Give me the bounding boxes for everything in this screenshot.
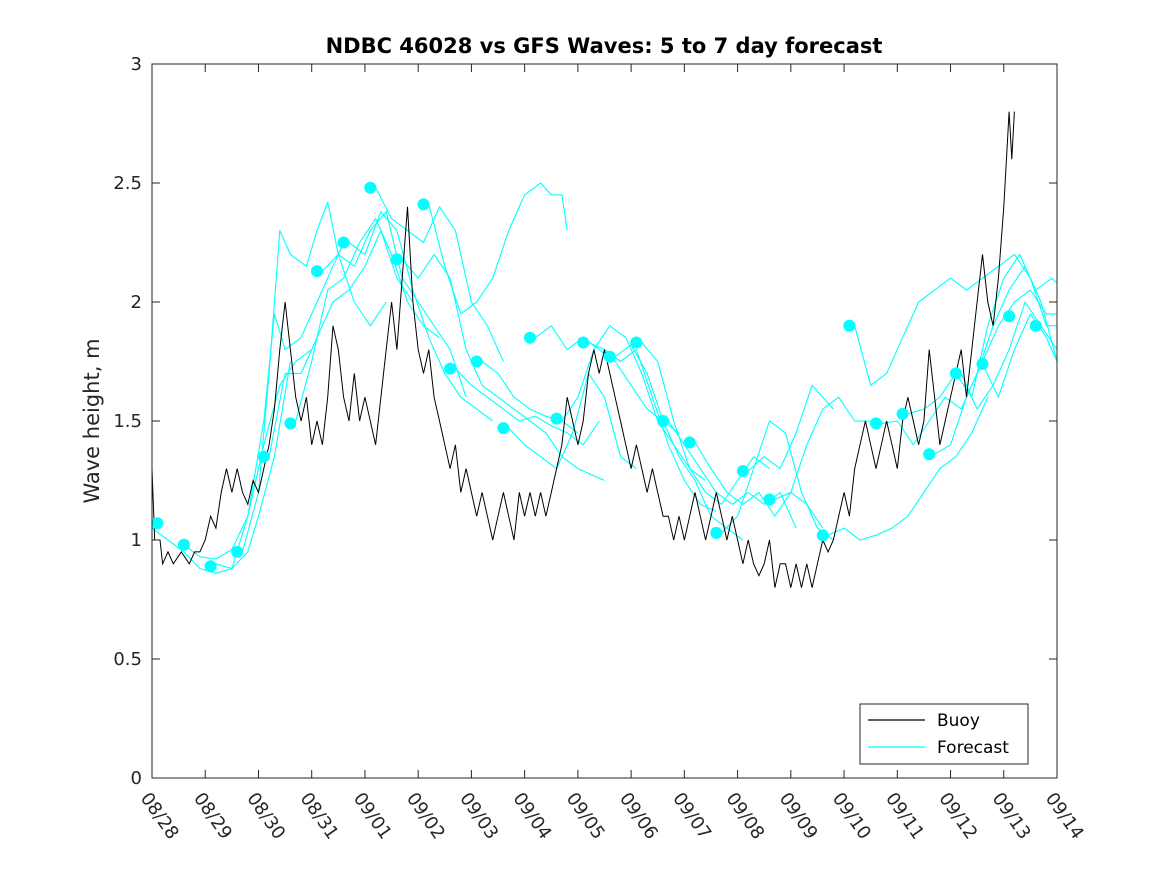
forecast-marker-29 [949,367,962,380]
forecast-marker-21 [710,526,723,539]
forecast-marker-32 [1029,319,1042,332]
y-tick-label-6: 3 [131,54,142,75]
forecast-marker-26 [870,417,882,430]
forecast-marker-28 [923,448,936,461]
legend-buoy-label: Buoy [937,711,980,731]
forecast-marker-12 [470,355,483,368]
y-axis-label: Wave height, m [80,338,104,503]
forecast-line-25 [854,253,1057,386]
forecast-line-2 [215,242,345,570]
forecast-line-19 [667,420,797,529]
forecast-line-0 [151,361,291,574]
forecast-marker-4 [257,450,270,463]
forecast-line-7 [348,211,494,422]
forecast-line-24 [827,396,989,541]
forecast-marker-2 [204,560,217,573]
forecast-marker-1 [177,538,190,551]
forecast-line-13 [508,372,637,470]
y-tick-label-1: 0.5 [113,649,142,670]
forecast-line-28 [934,289,1057,455]
forecast-marker-0 [151,517,164,530]
forecast-marker-23 [763,493,776,506]
forecast-marker-13 [497,422,510,435]
forecast-marker-5 [284,417,297,430]
forecast-marker-30 [976,357,989,370]
legend-forecast-label: Forecast [937,738,1009,758]
y-tick-label-5: 2.5 [113,173,142,194]
forecast-marker-27 [896,407,909,420]
forecast-marker-15 [550,412,563,425]
legend-box [859,703,1029,765]
forecast-line-23 [774,396,871,501]
forecast-line-8 [375,187,504,362]
y-tick-label-2: 1 [131,530,142,551]
y-tick-label-4: 2 [131,292,142,313]
forecast-marker-3 [231,545,244,558]
forecast-line-10 [428,182,568,315]
forecast-line-18 [641,342,770,505]
forecast-line-30 [982,313,1058,398]
forecast-marker-10 [417,198,430,211]
forecast-marker-9 [390,253,403,266]
forecast-line-6 [322,211,467,398]
axes-background [152,64,1057,778]
forecast-marker-11 [444,362,457,375]
forecast-line-15 [561,325,706,481]
forecast-line-22 [747,384,834,472]
forecast-marker-22 [736,465,749,477]
buoy-line [151,111,1015,588]
forecast-marker-16 [577,336,590,349]
forecast-marker-7 [337,236,350,249]
y-tick-label-0: 0 [131,768,142,789]
forecast-marker-17 [603,350,616,363]
forecast-marker-8 [364,181,377,194]
forecast-marker-20 [683,436,696,449]
y-tick-label-3: 1.5 [113,411,142,432]
forecast-marker-25 [843,319,856,332]
legend: Buoy Forecast [859,703,1029,765]
forecast-line-11 [455,368,600,446]
forecast-line-3 [241,201,387,553]
forecast-marker-14 [524,331,536,344]
forecast-marker-19 [657,415,670,427]
forecast-marker-6 [311,265,323,278]
forecast-line-17 [614,344,744,541]
forecast-line-20 [694,442,824,529]
series-layer [151,111,1058,588]
forecast-line-5 [295,218,440,422]
forecast-line-21 [721,420,834,541]
forecast-marker-18 [630,336,643,349]
chart-title: NDBC 46028 vs GFS Waves: 5 to 7 day fore… [326,34,883,58]
forecast-marker-31 [1003,310,1016,323]
forecast-marker-24 [816,529,829,542]
